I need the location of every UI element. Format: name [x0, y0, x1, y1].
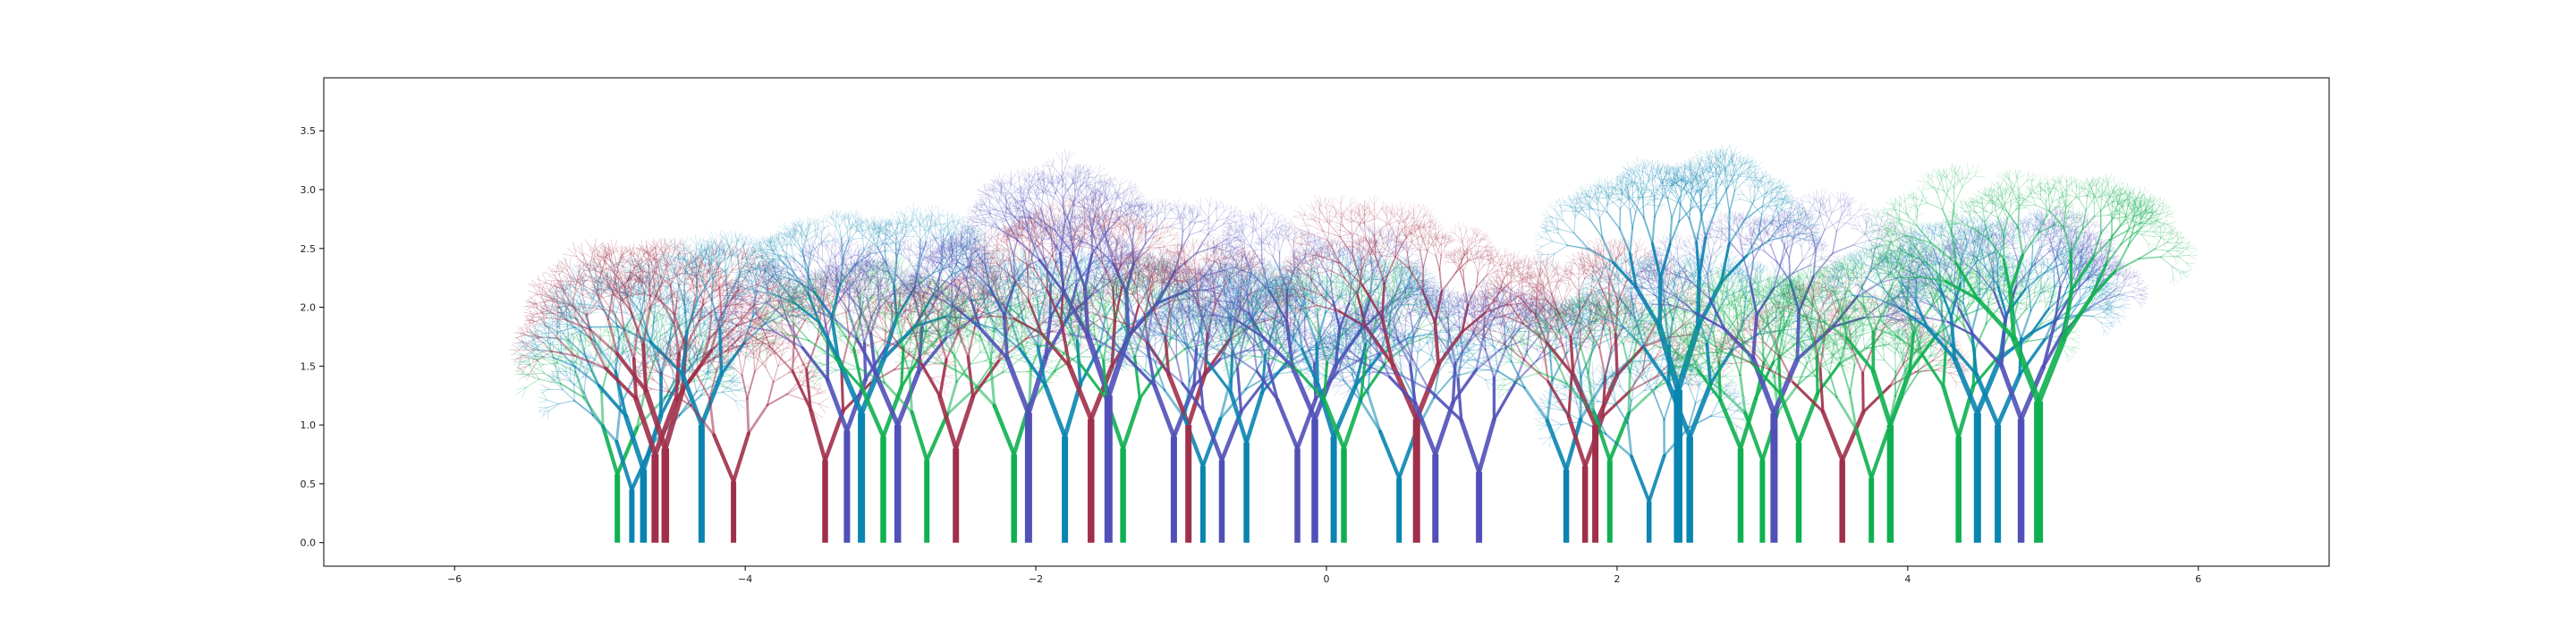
y-tick-label: 3.0 [301, 184, 317, 196]
y-tick-label: 0.5 [301, 479, 317, 490]
x-tick-label: 6 [2195, 573, 2201, 585]
x-tick-label: −4 [738, 573, 752, 585]
x-tick-label: 2 [1614, 573, 1620, 585]
x-tick-label: −6 [447, 573, 462, 585]
x-tick-label: 4 [1904, 573, 1911, 585]
y-tick-label: 0.0 [301, 538, 317, 549]
x-tick-label: −2 [1029, 573, 1043, 585]
y-tick-label: 3.5 [301, 125, 317, 137]
y-tick-label: 1.0 [301, 419, 317, 431]
x-tick-label: 0 [1324, 573, 1330, 585]
y-tick-label: 2.5 [301, 243, 317, 255]
y-tick-label: 2.0 [301, 302, 317, 314]
y-tick-label: 1.5 [301, 360, 317, 372]
